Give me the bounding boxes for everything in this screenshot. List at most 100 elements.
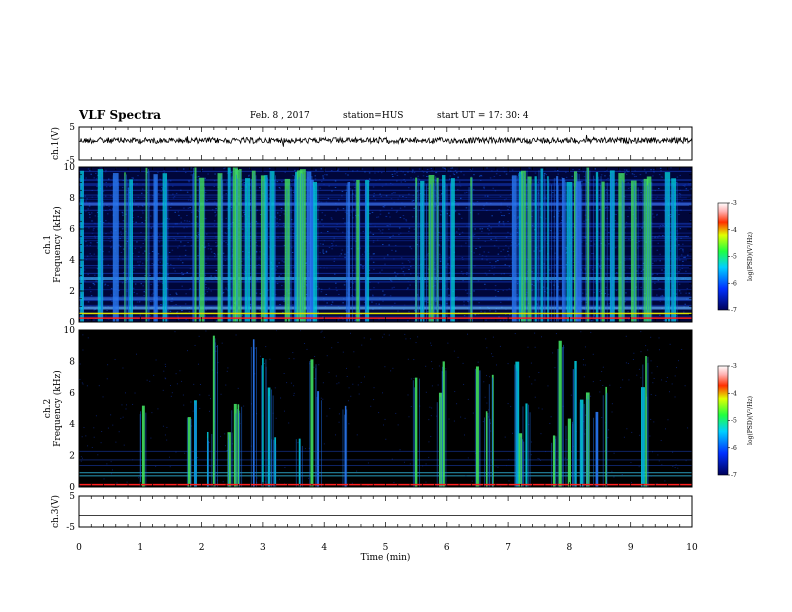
ch1-band [79, 297, 692, 301]
ch1-burst [442, 175, 446, 322]
ch1-burst [284, 178, 291, 322]
ch2-ytick-label: 8 [69, 357, 75, 367]
ch1-colorbar-tick: -3 [731, 200, 737, 207]
ch1-burst [194, 167, 197, 322]
ch2-burst [310, 359, 314, 487]
ch1-waveform-trace [78, 134, 692, 147]
ch1-colorbar-tick: -6 [731, 280, 737, 287]
ch1-ytick-label: 10 [64, 163, 76, 173]
ch3-waveform-ylabel: ch.3(V) [50, 495, 61, 528]
figure-title: VLF Spectra [79, 108, 162, 122]
ch1-burst [470, 177, 473, 322]
xtick-label: 5 [383, 543, 389, 553]
ch1-burst [527, 176, 532, 322]
xtick-label: 4 [321, 543, 327, 553]
ch1-burst [198, 177, 205, 322]
ch1-burst [547, 176, 549, 322]
ch1-burst [264, 175, 268, 322]
ch2-burst [475, 366, 479, 487]
ch1-ytick-label: 6 [69, 225, 75, 235]
ch2-band [79, 465, 692, 466]
ch2-burst [344, 405, 347, 487]
ch1-burst [561, 178, 565, 322]
ch2-band [79, 459, 692, 461]
ch1-burst [217, 173, 223, 322]
ch1-burst [534, 176, 537, 322]
ch2-burst [595, 411, 599, 487]
xtick-label: 6 [444, 543, 450, 553]
ch1-ylabel: ch.1 [43, 235, 53, 254]
xtick-label: 10 [686, 543, 698, 553]
ch2-burst [438, 392, 443, 487]
ch2-burst [298, 438, 301, 487]
ch2-colorbar-label: log(PSD)(V²/Hz) [747, 396, 754, 445]
ch2-ytick-label: 10 [64, 326, 76, 336]
ch1-burst [365, 180, 370, 322]
ch1-band [79, 277, 692, 281]
ch1-ylabel: Frequency (kHz) [52, 206, 63, 283]
ch2-band [79, 450, 692, 452]
ch1-ytick-label: 0 [69, 318, 75, 328]
ch2-band [79, 475, 692, 477]
ch2-burst [274, 437, 277, 487]
date-label: Feb. 8 , 2017 [250, 111, 310, 121]
ch2-ylabel: ch.2 [43, 399, 53, 418]
ch2-colorbar-tick: -7 [731, 472, 737, 479]
ch1-burst [601, 181, 605, 322]
ch3-waveform-ytick-label: -5 [66, 523, 75, 533]
ch1-burst [356, 179, 360, 322]
ch2-colorbar-tick: -4 [731, 390, 737, 397]
ch1-burst [664, 172, 671, 322]
xtick-label: 3 [260, 543, 266, 553]
ch2-burst [233, 403, 237, 487]
ch2-burst [567, 418, 572, 487]
ch1-colorbar: -3 -4 -5 -6 -7 log(PSD)(V²/Hz) [717, 200, 754, 314]
ch2-ytick-label: 2 [69, 452, 75, 462]
ch2-burst [252, 339, 255, 487]
ch2-ytick-label: 0 [69, 483, 75, 493]
ch2-burst [237, 404, 240, 487]
ch2-burst [525, 403, 528, 487]
ch2-burst [558, 340, 562, 487]
ch2-burst [212, 335, 215, 487]
ch2-burst [645, 356, 647, 487]
ch1-waveform-ylabel: ch.1(V) [50, 127, 61, 160]
ch1-burst [97, 169, 104, 322]
ch1-burst [618, 173, 625, 322]
ch1-burst [295, 172, 299, 322]
ch3-waveform-ytick-label: 5 [69, 492, 75, 502]
ch1-burst [162, 173, 168, 322]
ch1-ytick-label: 8 [69, 194, 75, 204]
ch1-burst [518, 171, 522, 322]
ch2-burst [262, 358, 264, 487]
ch1-burst [643, 178, 649, 322]
ch1-waveform-ytick-label: -5 [66, 156, 75, 166]
ch1-band [79, 202, 692, 206]
ch2-burst [579, 399, 584, 487]
ch1-burst [269, 171, 275, 322]
ch1-ytick-label: 2 [69, 287, 75, 297]
ch1-colorbar-gradient [717, 202, 729, 311]
xaxis-label: Time (min) [361, 552, 411, 563]
ch1-colorbar-label: log(PSD)(V²/Hz) [747, 232, 754, 281]
ch2-burst [187, 417, 191, 487]
ch1-burst [566, 181, 573, 322]
ch2-burst [518, 433, 523, 487]
ch2-colorbar: -3 -4 -5 -6 -7 log(PSD)(V²/Hz) [717, 363, 754, 479]
ch1-burst [428, 174, 435, 322]
ch2-burst [485, 411, 488, 487]
ch2-burst [552, 435, 556, 487]
ch2-colorbar-gradient [717, 365, 729, 476]
ch1-burst [306, 171, 312, 322]
ch2-colorbar-tick: -3 [731, 363, 737, 370]
ch1-burst [576, 181, 582, 322]
ch2-colorbar-tick: -6 [731, 445, 737, 452]
ch1-colorbar-tick: -4 [731, 227, 737, 234]
ch1-colorbar-tick: -7 [731, 307, 737, 314]
ch1-spectrogram [79, 167, 692, 322]
ch2-burst [605, 386, 608, 487]
xtick-label: 0 [76, 543, 82, 553]
ch2-ytick-label: 4 [69, 420, 75, 430]
station-label: station=HUS [343, 111, 404, 121]
ch1-burst [450, 178, 455, 322]
